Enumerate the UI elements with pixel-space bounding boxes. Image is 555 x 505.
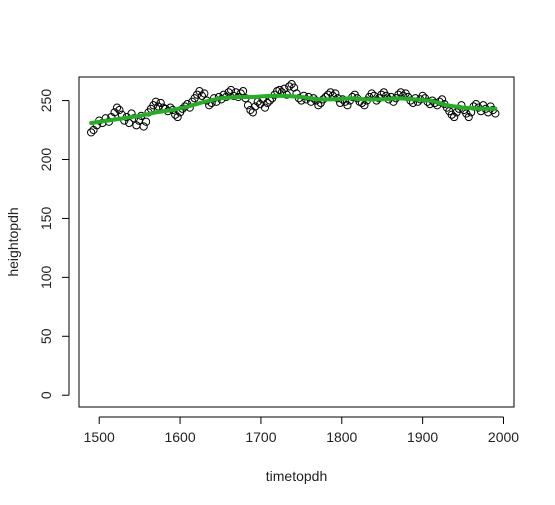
- plot-frame: [78, 76, 515, 408]
- data-point: [331, 89, 340, 98]
- data-point: [450, 112, 459, 122]
- x-axis-label: timetopdh: [266, 468, 327, 484]
- y-tick-label: 250: [38, 89, 54, 113]
- data-point: [197, 91, 206, 100]
- data-point: [314, 101, 323, 110]
- data-point: [360, 101, 369, 110]
- data-point: [464, 112, 473, 122]
- data-point: [139, 122, 148, 131]
- data-point: [110, 108, 119, 117]
- data-point: [195, 87, 204, 96]
- y-tick-label: 0: [38, 391, 54, 399]
- x-tick-label: 2000: [488, 429, 519, 445]
- data-point: [285, 82, 294, 91]
- x-tick-label: 1600: [164, 429, 195, 445]
- x-tick-label: 1800: [326, 429, 357, 445]
- data-point: [260, 103, 270, 112]
- x-axis: 1500 1600 1700 1800 1900 2000: [84, 416, 519, 445]
- data-point: [447, 110, 456, 119]
- data-point: [343, 101, 352, 110]
- points-layer: [87, 79, 500, 137]
- y-axis: 0 50 100 150 200 250: [38, 89, 70, 399]
- y-tick-label: 150: [38, 207, 54, 231]
- smooth-trend-line: [89, 93, 498, 125]
- data-point: [151, 97, 160, 106]
- x-tick-label: 1900: [407, 429, 438, 445]
- y-tick-label: 200: [38, 148, 54, 172]
- data-point: [200, 89, 209, 98]
- data-point: [156, 98, 165, 108]
- smooth-line-layer: [89, 93, 498, 125]
- x-tick-label: 1500: [84, 429, 115, 445]
- data-point: [263, 98, 272, 108]
- data-point: [87, 128, 96, 137]
- data-point: [173, 112, 182, 122]
- y-tick-label: 50: [38, 328, 54, 344]
- data-point: [251, 102, 260, 111]
- y-axis-label: heightopdh: [5, 207, 21, 276]
- x-tick-label: 1700: [245, 429, 276, 445]
- data-point: [367, 89, 376, 98]
- data-point: [275, 85, 284, 95]
- data-point: [112, 103, 122, 112]
- data-point: [239, 87, 248, 96]
- y-tick-label: 100: [38, 265, 54, 289]
- data-point: [142, 117, 151, 126]
- data-point: [115, 105, 124, 115]
